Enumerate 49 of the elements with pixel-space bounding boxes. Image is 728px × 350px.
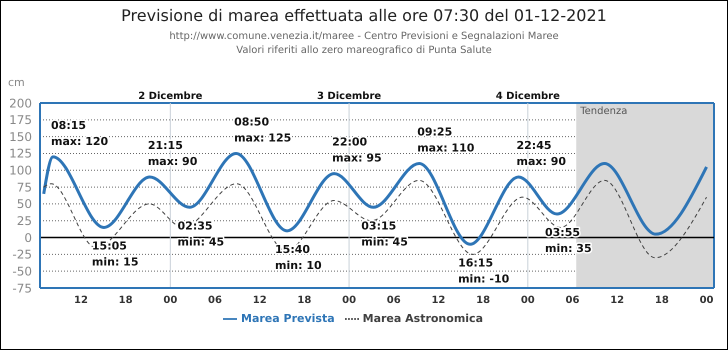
x-tick-label: 12 bbox=[74, 295, 88, 306]
x-tick-label: 06 bbox=[208, 295, 222, 306]
ref-line-label: 4 Dicembre bbox=[496, 91, 560, 102]
annotation: 15:40 min: 10 bbox=[275, 242, 322, 272]
annotation: 08:50 max: 125 bbox=[234, 115, 292, 144]
x-tick-label: 06 bbox=[566, 295, 580, 306]
ref-line-label: 2 Dicembre bbox=[138, 91, 203, 102]
chart-title: Previsione di marea effettuata alle ore 07:30 del 01-12-2021 bbox=[120, 6, 608, 25]
x-tick-label: 06 bbox=[386, 295, 401, 306]
x-tick-label: 00 bbox=[163, 295, 178, 306]
ref-line-label: 3 Dicembre bbox=[316, 91, 382, 102]
annotation: 21:15 max: 90 bbox=[148, 139, 198, 168]
x-tick-label: 18 bbox=[297, 295, 312, 306]
y-tick-label: 25 bbox=[16, 214, 32, 228]
legend-label: Marea Prevista bbox=[241, 312, 335, 326]
annotation: 02:35 min: 45 bbox=[178, 219, 224, 248]
y-tick-label: 100 bbox=[9, 164, 32, 178]
legend-label: Marea Astronomica bbox=[362, 312, 483, 326]
x-tick-label: 00 bbox=[342, 295, 356, 306]
x-tick-label: 12 bbox=[610, 295, 624, 306]
y-tick-label: 200 bbox=[9, 96, 32, 110]
y-tick-label: 0 bbox=[24, 230, 32, 245]
y-tick-label: 125 bbox=[9, 146, 32, 161]
x-tick-label: 18 bbox=[118, 295, 133, 306]
line-series bbox=[43, 180, 708, 258]
annotation: 15:05 min: 15 bbox=[92, 239, 139, 268]
y-tick-label: -25 bbox=[12, 248, 32, 262]
annotation: 03:15 min: 45 bbox=[361, 219, 408, 248]
y-tick-label: -75 bbox=[12, 281, 32, 296]
band-label: Tendenza bbox=[579, 106, 628, 118]
x-tick-label: 18 bbox=[654, 295, 669, 306]
y-tick-label: 50 bbox=[16, 197, 32, 212]
y-tick-label: 75 bbox=[16, 180, 32, 194]
x-tick-label: 00 bbox=[520, 295, 535, 306]
annotation: 08:15 max: 120 bbox=[51, 118, 109, 148]
y-tick-label: -50 bbox=[12, 264, 32, 278]
annotation: 03:55 min: 35 bbox=[545, 226, 592, 255]
y-tick-label: 175 bbox=[9, 113, 32, 128]
annotation: 16:15 min: -10 bbox=[458, 256, 510, 286]
x-tick-label: 00 bbox=[700, 295, 714, 306]
y-tick-label: 150 bbox=[9, 130, 32, 144]
annotation: 22:00 max: 95 bbox=[332, 136, 382, 165]
x-tick-label: 12 bbox=[252, 295, 267, 306]
annotation: 22:45 max: 90 bbox=[516, 139, 566, 168]
x-tick-label: 18 bbox=[476, 295, 490, 306]
y-axis-title: cm bbox=[8, 76, 25, 89]
x-tick-label: 12 bbox=[431, 295, 446, 306]
chart-subtitle: http://www.comune.venezia.it/maree - Centro Previsioni e Segnalazioni Maree Valori riferiti allo zero mareografico di Punta Salute bbox=[168, 31, 560, 56]
annotation: 09:25 max: 110 bbox=[417, 126, 475, 155]
